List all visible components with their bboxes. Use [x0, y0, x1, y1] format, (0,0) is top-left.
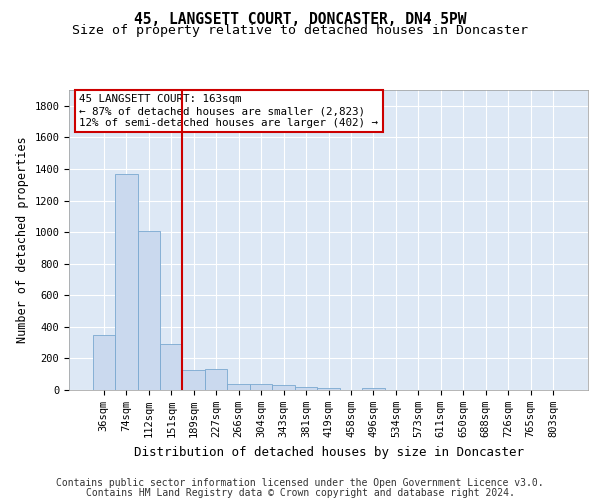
Bar — [362, 388, 385, 390]
Bar — [250, 384, 272, 390]
X-axis label: Distribution of detached houses by size in Doncaster: Distribution of detached houses by size … — [133, 446, 523, 458]
Bar — [115, 174, 137, 390]
Bar — [137, 230, 160, 390]
Bar — [295, 387, 317, 390]
Text: 45 LANGSETT COURT: 163sqm
← 87% of detached houses are smaller (2,823)
12% of se: 45 LANGSETT COURT: 163sqm ← 87% of detac… — [79, 94, 379, 128]
Bar — [272, 386, 295, 390]
Text: Size of property relative to detached houses in Doncaster: Size of property relative to detached ho… — [72, 24, 528, 37]
Bar — [160, 344, 182, 390]
Text: Contains HM Land Registry data © Crown copyright and database right 2024.: Contains HM Land Registry data © Crown c… — [86, 488, 514, 498]
Bar — [92, 334, 115, 390]
Bar — [205, 370, 227, 390]
Text: 45, LANGSETT COURT, DONCASTER, DN4 5PW: 45, LANGSETT COURT, DONCASTER, DN4 5PW — [134, 12, 466, 28]
Bar — [182, 370, 205, 390]
Bar — [227, 384, 250, 390]
Bar — [317, 388, 340, 390]
Y-axis label: Number of detached properties: Number of detached properties — [16, 136, 29, 344]
Text: Contains public sector information licensed under the Open Government Licence v3: Contains public sector information licen… — [56, 478, 544, 488]
